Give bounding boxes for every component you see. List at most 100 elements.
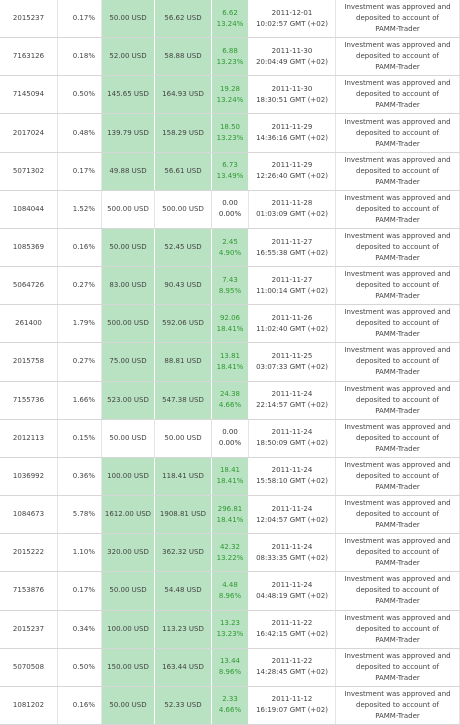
cell-text: 18.41% xyxy=(216,362,244,371)
cell-text: 10:02:57 GMT (+02) xyxy=(256,19,328,28)
profit: 0.00 0.00% xyxy=(212,419,249,457)
cell-text: 08:33:35 GMT (+02) xyxy=(256,553,328,562)
cell-text: Investment was approved and xyxy=(344,575,451,584)
cell-text: 547.38 USD xyxy=(162,395,204,404)
current: 500.00 USD xyxy=(155,190,212,228)
cell-text: Investment was approved and xyxy=(344,499,451,508)
cell-text: 18.41% xyxy=(216,477,244,486)
current: 1908.81 USD xyxy=(155,496,212,534)
cell-text: 0.50% xyxy=(72,90,95,99)
account-id: 1036992 xyxy=(0,457,58,496)
cell-text: 2011-11-25 xyxy=(271,351,313,360)
date: 2011-11-12 16:19:07 GMT (+02) xyxy=(249,686,336,724)
cell-text: deposited to account of xyxy=(356,166,439,175)
cell-text: deposited to account of xyxy=(356,433,439,442)
table-row: 2015758 0.27% 75.00 USD 88.81 USD 13.81 18.41… xyxy=(0,343,460,382)
current: 56.62 USD xyxy=(155,0,212,38)
status: Investment was approved and deposited to … xyxy=(336,0,460,38)
cell-text: 18.41 xyxy=(219,466,241,475)
share: 1.66% xyxy=(58,381,102,419)
invested: 100.00 USD xyxy=(102,457,155,496)
date: 2011-11-22 14:28:45 GMT (+02) xyxy=(249,648,336,686)
profit: 7.43 8.95% xyxy=(212,267,249,305)
cell-text: 0.50% xyxy=(72,662,95,671)
cell-text: 2011-11-24 xyxy=(271,542,313,551)
cell-text: 1081202 xyxy=(12,700,45,709)
share: 0.50% xyxy=(58,76,102,114)
profit: 6.62 13.24% xyxy=(212,0,249,38)
cell-text: 2.45 xyxy=(222,237,238,246)
cell-text: PAMM-Trader xyxy=(375,254,420,263)
cell-text: 13.23 xyxy=(219,619,241,628)
share: 0.17% xyxy=(58,0,102,38)
invested: 50.00 USD xyxy=(102,572,155,610)
share: 0.16% xyxy=(58,228,102,267)
cell-text: 145.65 USD xyxy=(107,90,149,99)
account-id: 5064726 xyxy=(0,267,58,305)
cell-text: 5070508 xyxy=(12,662,45,671)
cell-text: Investment was approved and xyxy=(344,422,451,431)
cell-text: Investment was approved and xyxy=(344,117,451,126)
cell-text: 0.36% xyxy=(72,471,95,480)
profit: 4.48 8.96% xyxy=(212,572,249,610)
cell-text: 2011-11-22 xyxy=(271,657,313,666)
cell-text: 16:42:15 GMT (+02) xyxy=(256,630,328,639)
account-id: 1085369 xyxy=(0,228,58,267)
cell-text: 2011-11-24 xyxy=(271,466,313,475)
cell-text: PAMM-Trader xyxy=(375,101,420,110)
cell-text: deposited to account of xyxy=(356,281,439,290)
account-id: 2017024 xyxy=(0,114,58,152)
cell-text: 0.00 xyxy=(222,428,238,437)
date: 2011-11-24 04:48:19 GMT (+02) xyxy=(249,572,336,610)
invested: 50.00 USD xyxy=(102,419,155,457)
share: 0.15% xyxy=(58,419,102,457)
status: Investment was approved and deposited to … xyxy=(336,686,460,724)
cell-text: 100.00 USD xyxy=(107,471,149,480)
cell-text: deposited to account of xyxy=(356,700,439,709)
share: 0.48% xyxy=(58,114,102,152)
cell-text: Investment was approved and xyxy=(344,193,451,202)
invested: 52.00 USD xyxy=(102,38,155,76)
current: 158.29 USD xyxy=(155,114,212,152)
table-row: 2015237 0.34% 100.00 USD 113.23 USD 13.23 13.… xyxy=(0,610,460,649)
account-id: 5071302 xyxy=(0,152,58,190)
cell-text: 1612.00 USD xyxy=(104,510,152,519)
invested: 50.00 USD xyxy=(102,0,155,38)
account-id: 1081202 xyxy=(0,686,58,724)
share: 0.27% xyxy=(58,343,102,381)
profit: 13.44 8.96% xyxy=(212,648,249,686)
current: 52.33 USD xyxy=(155,686,212,724)
cell-text: 261400 xyxy=(15,319,42,328)
cell-text: 0.17% xyxy=(72,166,95,175)
status: Investment was approved and deposited to … xyxy=(336,228,460,267)
cell-text: 1.66% xyxy=(72,395,95,404)
share: 1.79% xyxy=(58,305,102,343)
cell-text: 7155736 xyxy=(12,395,45,404)
cell-text: 0.16% xyxy=(72,243,95,252)
account-id: 5070508 xyxy=(0,648,58,686)
cell-text: deposited to account of xyxy=(356,52,439,61)
share: 1.10% xyxy=(58,534,102,572)
invested: 83.00 USD xyxy=(102,267,155,305)
cell-text: 2011-11-24 xyxy=(271,428,313,437)
status: Investment was approved and deposited to … xyxy=(336,648,460,686)
current: 50.00 USD xyxy=(155,419,212,457)
cell-text: 1908.81 USD xyxy=(159,510,207,519)
account-id: 2015237 xyxy=(0,0,58,38)
status: Investment was approved and deposited to … xyxy=(336,381,460,419)
current: 163.44 USD xyxy=(155,648,212,686)
cell-text: 50.00 USD xyxy=(109,14,147,23)
cell-text: 0.00 xyxy=(222,199,238,208)
table-row: 261400 1.79% 500.00 USD 592.06 USD 92.06 18.4… xyxy=(0,305,460,344)
cell-text: 0.17% xyxy=(72,586,95,595)
cell-text: 18.41% xyxy=(216,324,244,333)
cell-text: 6.73 xyxy=(222,161,238,170)
cell-text: 8.95% xyxy=(218,286,242,295)
cell-text: 50.00 USD xyxy=(109,700,147,709)
cell-text: 16:55:38 GMT (+02) xyxy=(256,248,328,257)
date: 2011-11-24 12:04:57 GMT (+02) xyxy=(249,496,336,534)
cell-text: 16:19:07 GMT (+02) xyxy=(256,706,328,715)
cell-text: 5.78% xyxy=(72,510,95,519)
cell-text: 50.00 USD xyxy=(164,433,202,442)
cell-text: 56.61 USD xyxy=(164,166,202,175)
